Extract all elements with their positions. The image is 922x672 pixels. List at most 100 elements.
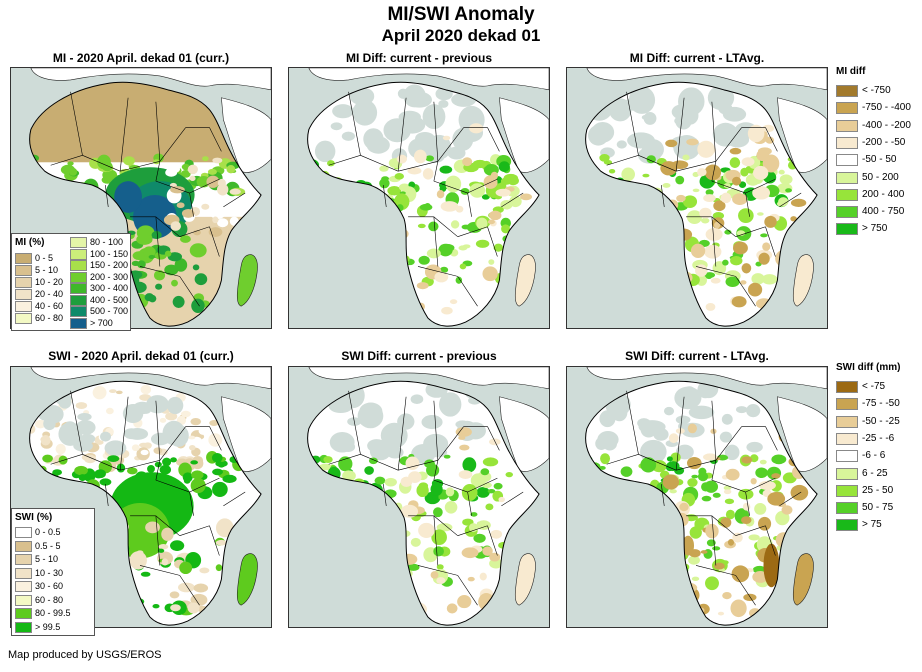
map-patch [608,168,616,174]
legend-label: 100 - 150 [90,248,129,259]
country-border [711,161,717,182]
country-border [209,426,222,451]
legend-label: 6 - 25 [862,467,888,479]
map-patch [152,604,160,609]
map-patch [330,122,343,131]
map-patch [462,518,474,526]
legend-swatch [836,154,858,167]
map-patch [39,480,55,492]
map-patch [139,442,149,448]
africa-map [29,68,271,327]
map-patch [223,571,232,580]
map-patch [318,463,333,471]
map-patch [58,186,67,191]
map-patch [422,168,434,180]
europe-landmass [308,68,549,91]
legend-swatch [836,432,858,445]
map-patch [598,490,612,503]
map-patch [430,571,439,579]
map-patch [193,583,209,593]
country-border [382,484,387,506]
map-patch [511,236,518,244]
country-border [433,460,439,481]
map-patch [170,186,185,194]
country-border [745,192,750,217]
europe-landmass [586,367,827,390]
map-patch [425,155,435,162]
legend-label: 20 - 40 [35,289,64,299]
map-patch [714,221,721,229]
map-patch [201,387,216,397]
map-patch [688,405,715,420]
map-patch [145,521,160,534]
country-border [398,160,438,172]
country-border [179,226,210,237]
map-patch [190,460,198,465]
map-patch [187,602,200,614]
map-patch [217,218,229,228]
map-patch [170,604,181,612]
legend-swatch [15,594,32,606]
map-patch [180,410,191,418]
map-patch [467,576,475,582]
map-patch [498,161,510,172]
map-patch [590,384,612,402]
map-patch [200,447,208,454]
map-patch [704,244,722,259]
map-patch [686,138,699,146]
legend-swatch [70,294,87,306]
map-patch [487,488,496,494]
arabia-landmass [777,97,827,173]
legend-swatch [15,581,32,592]
country-border [223,491,246,507]
map-patch [747,282,763,297]
country-border [745,178,776,194]
map-patch [713,562,725,570]
map-patch [179,561,193,574]
country-border [711,216,717,267]
map-patch [229,188,241,195]
country-border [417,565,458,576]
map-patch [668,433,679,444]
legend-swatch [15,608,32,619]
africa-map [307,367,549,626]
country-border [711,460,717,481]
map-patch [329,432,355,453]
map-patch [379,178,390,189]
map-patch [681,106,699,125]
country-border [675,97,685,172]
map-patch [416,282,429,290]
map-patch [421,415,443,430]
map-patch [410,602,427,617]
map-patch [332,104,354,119]
map-patch [723,489,732,495]
map-patch [211,452,223,463]
swi-diff-legend-title: SWI diff (mm) [836,362,901,373]
map-patch [662,474,680,490]
map-patch [212,481,228,498]
map-patch [385,259,395,270]
map-patch [710,277,721,284]
map-patch [790,484,809,501]
africa-landmass [307,381,540,626]
map-patch [189,243,207,258]
country-border [159,426,186,461]
map-patch [171,279,178,287]
map-patch [624,97,645,111]
country-border [660,484,665,506]
map-patch [226,165,236,174]
map-patch [461,224,471,230]
legend-swatch [15,567,32,579]
map-patch [724,229,732,235]
map-patch [436,190,445,199]
country-border [155,460,161,481]
map-patch [313,187,324,195]
map-patch [146,395,169,414]
country-border [417,266,458,277]
legend-swatch [836,188,858,201]
map-patch [762,124,775,133]
map-patch [485,503,494,511]
map-patch [712,546,721,551]
map-patch [52,182,59,187]
map-patch [207,168,217,175]
